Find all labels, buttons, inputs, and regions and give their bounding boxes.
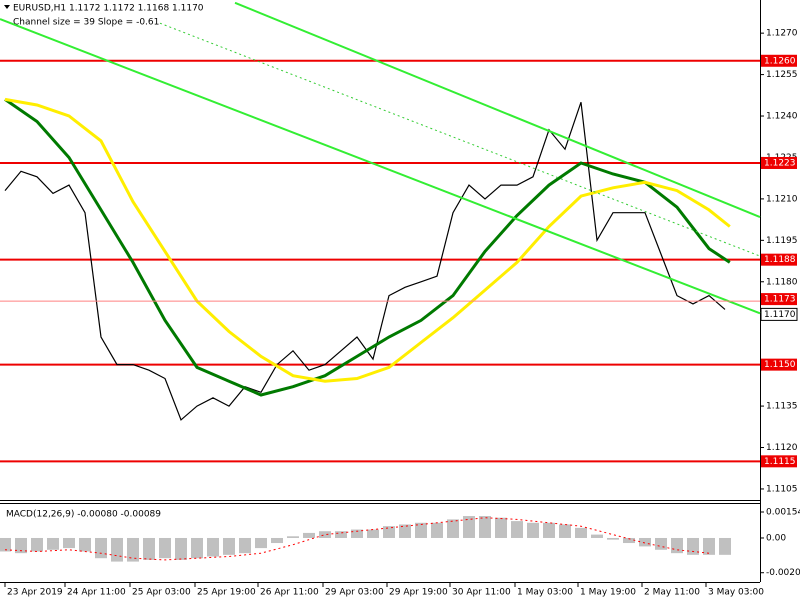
- histogram-bar: [639, 537, 651, 547]
- x-tick-label: 2 May 11:00: [644, 588, 700, 598]
- histogram-bar: [239, 537, 251, 554]
- histogram-bar: [623, 537, 635, 544]
- histogram-bar: [655, 537, 667, 550]
- histogram-bar: [671, 537, 683, 554]
- x-tick-label: 25 Apr 19:00: [197, 588, 256, 598]
- x-tick-label: 3 May 03:00: [708, 588, 764, 598]
- menu-arrow: [4, 5, 10, 9]
- histogram-bar: [287, 536, 299, 538]
- y-tick-label: 1.1195: [766, 236, 798, 246]
- y-tick-label: 1.1120: [766, 443, 798, 453]
- chart-subtitle: Channel size = 39 Slope = -0.61: [13, 18, 159, 28]
- histogram-bar: [559, 524, 571, 538]
- y-tick-label: 1.1270: [766, 29, 798, 39]
- histogram-bar: [255, 537, 267, 549]
- y-tick-label: 1.1180: [766, 277, 798, 287]
- histogram-bar: [703, 537, 715, 555]
- histogram-bar: [79, 537, 91, 552]
- y-tick-label: 1.1240: [766, 112, 798, 122]
- level-tag: [761, 54, 797, 67]
- line-series: [4, 517, 710, 561]
- histogram-bar: [431, 522, 443, 538]
- histogram-bar: [463, 516, 475, 538]
- price-tag: [760, 307, 798, 321]
- histogram-bar: [351, 529, 363, 538]
- histogram-bar: [159, 537, 171, 559]
- histogram-bar: [495, 517, 507, 538]
- y-tick-label: 0.00154: [766, 508, 800, 518]
- y-tick-label: 1.1210: [766, 194, 798, 204]
- histogram-bar: [335, 531, 347, 538]
- histogram-bar: [687, 537, 699, 555]
- level-tag: [761, 156, 797, 169]
- histogram-bar: [303, 532, 315, 538]
- x-tick-label: 25 Apr 03:00: [132, 588, 191, 598]
- level-tag: [761, 358, 797, 371]
- x-tick-label: 26 Apr 11:00: [260, 588, 319, 598]
- histogram-bar: [95, 537, 107, 559]
- y-tick-label: 0.00: [766, 533, 786, 543]
- histogram-bar: [527, 522, 539, 538]
- level-label: 1.1115: [764, 457, 796, 467]
- level-label: 1.1188: [764, 255, 796, 265]
- histogram-bar: [415, 522, 427, 538]
- histogram-bar: [223, 537, 235, 555]
- chart-title: EURUSD,H1 1.1172 1.1172 1.1168 1.1170: [13, 4, 204, 14]
- histogram-bar: [399, 524, 411, 538]
- level-label: 1.1260: [764, 56, 796, 66]
- histogram-bar: [63, 537, 75, 549]
- price-label: 1.1170: [764, 310, 796, 320]
- histogram-bar: [591, 534, 603, 538]
- line-series: [159, 22, 761, 257]
- price-tag: [761, 293, 797, 306]
- histogram-bar: [367, 529, 379, 538]
- histogram-bar: [143, 537, 155, 560]
- histogram-bar: [319, 531, 331, 538]
- histogram-bar: [47, 537, 59, 550]
- y-tick-label: -0.00206: [766, 568, 800, 578]
- level-tag: [761, 455, 797, 468]
- x-tick-label: 30 Apr 11:00: [452, 588, 511, 598]
- line-series: [234, 1, 761, 219]
- x-tick-label: 24 Apr 11:00: [67, 588, 126, 598]
- line-series: [4, 97, 731, 383]
- histogram-bar: [271, 537, 283, 544]
- level-label: 1.1223: [764, 158, 796, 168]
- histogram-bar: [607, 537, 619, 540]
- macd-title: MACD(12,26,9) -0.00080 -0.00089: [6, 510, 161, 520]
- x-tick-label: 23 Apr 2019: [7, 588, 63, 598]
- x-tick-label: 29 Apr 19:00: [389, 588, 448, 598]
- histogram-bar: [111, 537, 123, 562]
- histogram-bar: [543, 522, 555, 538]
- histogram-bar: [447, 519, 459, 538]
- price-label: 1.1173: [764, 295, 796, 305]
- histogram-bar: [479, 516, 491, 538]
- x-tick-label: 29 Apr 03:00: [325, 588, 384, 598]
- y-tick-label: 1.1135: [766, 402, 798, 412]
- x-tick-label: 1 May 03:00: [517, 588, 573, 598]
- histogram-bar: [383, 526, 395, 538]
- y-tick-label: 1.1105: [766, 484, 798, 494]
- histogram-bar: [15, 537, 27, 554]
- histogram-bar: [207, 537, 219, 557]
- histogram-bar: [0, 537, 11, 552]
- histogram-bar: [31, 537, 43, 552]
- level-tag: [761, 253, 797, 266]
- y-tick-label: 1.1255: [766, 70, 798, 80]
- line-series: [0, 18, 761, 315]
- histogram-bar: [175, 537, 187, 560]
- histogram-bar: [127, 537, 139, 562]
- level-label: 1.1150: [764, 360, 796, 370]
- histogram-bar: [575, 527, 587, 538]
- x-tick-label: 1 May 19:00: [580, 588, 636, 598]
- line-series: [4, 102, 726, 421]
- line-series: [4, 98, 731, 397]
- histogram-bar: [191, 537, 203, 559]
- histogram-bar: [719, 537, 731, 555]
- histogram-bar: [511, 521, 523, 538]
